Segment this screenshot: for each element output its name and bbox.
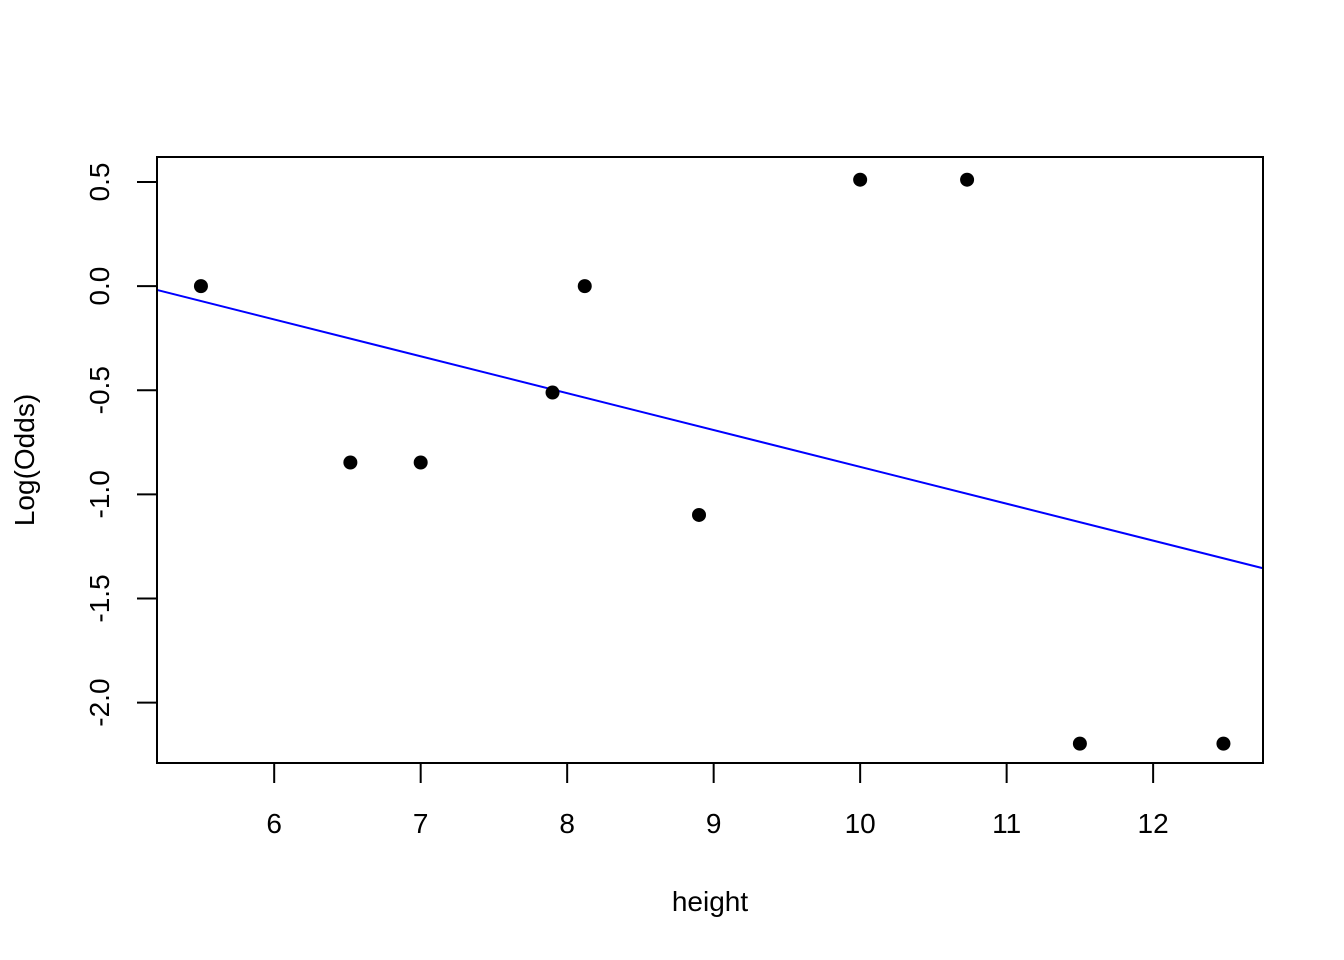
data-point bbox=[577, 279, 592, 294]
fit-line bbox=[156, 288, 1264, 570]
x-tick-label: 9 bbox=[706, 808, 722, 839]
fit-line-layer bbox=[156, 288, 1264, 570]
y-axis-title: Log(Odds) bbox=[9, 394, 40, 526]
y-tick-label: -1.5 bbox=[84, 574, 115, 622]
data-point bbox=[413, 455, 428, 470]
data-point bbox=[853, 172, 868, 187]
x-tick-label: 10 bbox=[845, 808, 876, 839]
y-tick-label: -1.0 bbox=[84, 470, 115, 518]
x-axis: 6 7 8 9 10 11 12 bbox=[266, 762, 1169, 839]
data-point bbox=[343, 455, 358, 470]
y-tick-label: 0.0 bbox=[84, 267, 115, 306]
y-tick-label: 0.5 bbox=[84, 163, 115, 202]
data-point bbox=[1072, 736, 1087, 751]
y-tick-label: -2.0 bbox=[84, 678, 115, 726]
y-tick-label: -0.5 bbox=[84, 366, 115, 414]
data-point bbox=[545, 385, 560, 400]
x-tick-label: 8 bbox=[559, 808, 575, 839]
data-point bbox=[193, 279, 208, 294]
data-point bbox=[692, 507, 707, 522]
plot-frame bbox=[156, 156, 1264, 764]
y-axis: -2.0 -1.5 -1.0 -0.5 0.0 0.5 bbox=[84, 163, 158, 727]
x-tick-label: 12 bbox=[1138, 808, 1169, 839]
data-point bbox=[1216, 736, 1231, 751]
x-tick-label: 7 bbox=[413, 808, 429, 839]
data-point bbox=[960, 172, 975, 187]
x-tick-label: 6 bbox=[266, 808, 282, 839]
x-tick-label: 11 bbox=[992, 808, 1021, 839]
points-layer bbox=[193, 172, 1231, 751]
x-axis-title: height bbox=[672, 886, 749, 917]
